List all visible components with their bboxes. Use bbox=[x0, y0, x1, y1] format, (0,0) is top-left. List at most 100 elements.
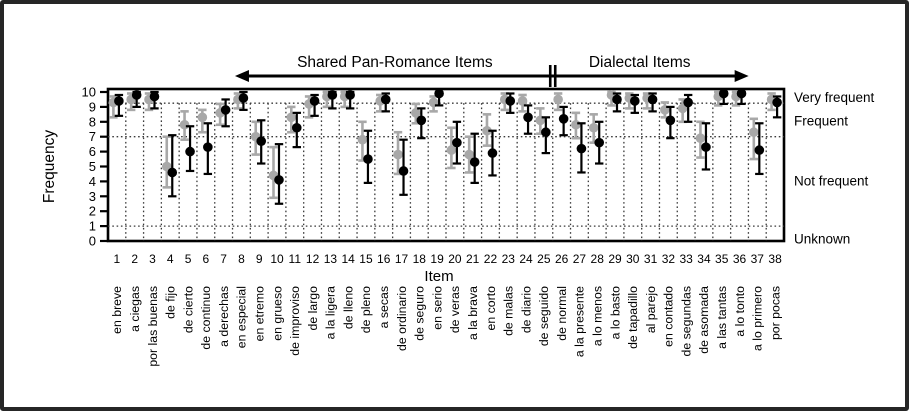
y-tick-label: 6 bbox=[89, 144, 96, 159]
x-tick-label: 16 bbox=[377, 252, 391, 266]
item-label: de diario bbox=[519, 286, 533, 333]
x-tick-label: 33 bbox=[679, 252, 693, 266]
data-point-black bbox=[718, 88, 729, 99]
x-tick-label: 26 bbox=[555, 252, 569, 266]
data-point-black bbox=[149, 91, 160, 102]
data-point-black bbox=[647, 94, 658, 105]
item-label: por las buenas bbox=[146, 286, 160, 367]
x-tick-label: 19 bbox=[430, 252, 444, 266]
group-label-left: Shared Pan-Romance Items bbox=[297, 54, 493, 71]
data-point-black bbox=[131, 90, 142, 100]
data-point-black bbox=[274, 175, 284, 185]
y-tick-label: 5 bbox=[89, 159, 96, 174]
data-point-gray bbox=[197, 112, 208, 123]
data-point-black bbox=[309, 96, 320, 106]
x-tick-label: 27 bbox=[573, 252, 587, 266]
x-tick-label: 4 bbox=[167, 252, 174, 266]
group-label-right: Dialectal Items bbox=[589, 54, 691, 71]
figure-border: 0 1 2 3 4 5 6 7 8 9 10 1 2 3 4 5 6 7 8 9 10 11 12 13 14 15 16 17 18 1… bbox=[0, 0, 909, 411]
data-point-black bbox=[434, 88, 444, 99]
item-label: de improviso bbox=[288, 286, 302, 356]
x-tick-label: 21 bbox=[466, 252, 480, 266]
item-label: en breve bbox=[110, 286, 124, 334]
x-tick-label: 25 bbox=[537, 252, 551, 266]
y-tick-label: 7 bbox=[89, 129, 96, 144]
x-tick-label: 5 bbox=[185, 252, 192, 266]
data-point-black bbox=[612, 94, 622, 105]
data-point-black bbox=[167, 167, 178, 178]
x-tick-label: 1 bbox=[114, 252, 121, 266]
x-tick-label: 30 bbox=[626, 252, 640, 266]
data-point-black bbox=[203, 142, 213, 152]
data-point-black bbox=[487, 148, 498, 158]
x-tick-label: 13 bbox=[324, 252, 338, 266]
data-point-black bbox=[665, 115, 676, 126]
data-point-black bbox=[576, 143, 587, 154]
data-point-black bbox=[736, 88, 747, 99]
x-tick-label: 36 bbox=[733, 252, 747, 266]
item-label: en especial bbox=[235, 286, 249, 348]
item-label: de veras bbox=[448, 286, 462, 333]
item-label: a la ligera bbox=[324, 286, 338, 339]
data-point-black bbox=[327, 90, 338, 100]
item-label: de seguro bbox=[413, 286, 427, 341]
data-point-gray bbox=[588, 122, 599, 133]
x-tick-label: 38 bbox=[768, 252, 782, 266]
item-label: a lo menos bbox=[591, 286, 605, 346]
data-point-black bbox=[114, 96, 124, 106]
arrow-left-head-icon bbox=[234, 70, 249, 82]
x-tick-label: 14 bbox=[341, 252, 355, 266]
data-point-black bbox=[291, 122, 302, 133]
data-point-black bbox=[523, 112, 533, 123]
x-tick-label: 10 bbox=[270, 252, 284, 266]
y-tick-label: 1 bbox=[89, 219, 96, 234]
data-point-black bbox=[594, 137, 605, 148]
item-label: a lo primero bbox=[751, 286, 765, 351]
data-point-black bbox=[683, 97, 693, 108]
x-tick-label: 32 bbox=[662, 252, 676, 266]
data-point-gray bbox=[179, 119, 190, 130]
item-label: a lo basto bbox=[608, 286, 622, 339]
data-point-black bbox=[558, 114, 569, 124]
x-tick-label: 3 bbox=[149, 252, 156, 266]
y-tick-label: 8 bbox=[89, 114, 96, 129]
item-label: a la brava bbox=[466, 286, 480, 340]
y-tick-label: 10 bbox=[82, 85, 96, 100]
y-tick-label: 4 bbox=[89, 174, 96, 189]
x-tick-label: 23 bbox=[502, 252, 516, 266]
data-point-black bbox=[469, 157, 480, 167]
x-tick-label: 2 bbox=[131, 252, 138, 266]
data-point-black bbox=[701, 142, 711, 152]
data-point-black bbox=[363, 154, 373, 164]
data-point-black bbox=[220, 105, 231, 115]
x-tick-label: 9 bbox=[256, 252, 263, 266]
item-label: en contado bbox=[662, 286, 676, 347]
data-point-gray bbox=[695, 133, 706, 143]
data-point-black bbox=[452, 137, 462, 148]
data-point-gray bbox=[446, 145, 457, 155]
x-tick-label: 28 bbox=[591, 252, 605, 266]
item-label: de normal bbox=[555, 286, 569, 341]
item-label: de ordinario bbox=[395, 286, 409, 351]
region-label: Frequent bbox=[794, 114, 848, 129]
y-tick-label: 9 bbox=[89, 99, 96, 114]
data-point-gray bbox=[286, 112, 297, 123]
data-point-black bbox=[629, 96, 640, 106]
item-label: a lo tonto bbox=[733, 286, 747, 337]
item-label: de asomada bbox=[697, 286, 711, 354]
data-point-black bbox=[541, 127, 551, 138]
x-tick-label: 17 bbox=[395, 252, 409, 266]
item-label: de pleno bbox=[359, 286, 373, 333]
data-point-gray bbox=[571, 119, 581, 130]
x-tick-label: 8 bbox=[238, 252, 245, 266]
data-point-gray bbox=[517, 96, 528, 106]
x-tick-label: 35 bbox=[715, 252, 729, 266]
x-tick-label: 31 bbox=[644, 252, 658, 266]
item-label: a ciegas bbox=[128, 286, 142, 332]
x-tick-label: 20 bbox=[448, 252, 462, 266]
item-label: de cierto bbox=[181, 286, 195, 333]
data-point-black bbox=[345, 90, 355, 100]
x-tick-label: 37 bbox=[751, 252, 765, 266]
data-point-gray bbox=[411, 108, 421, 118]
item-label: de segundas bbox=[679, 286, 693, 356]
